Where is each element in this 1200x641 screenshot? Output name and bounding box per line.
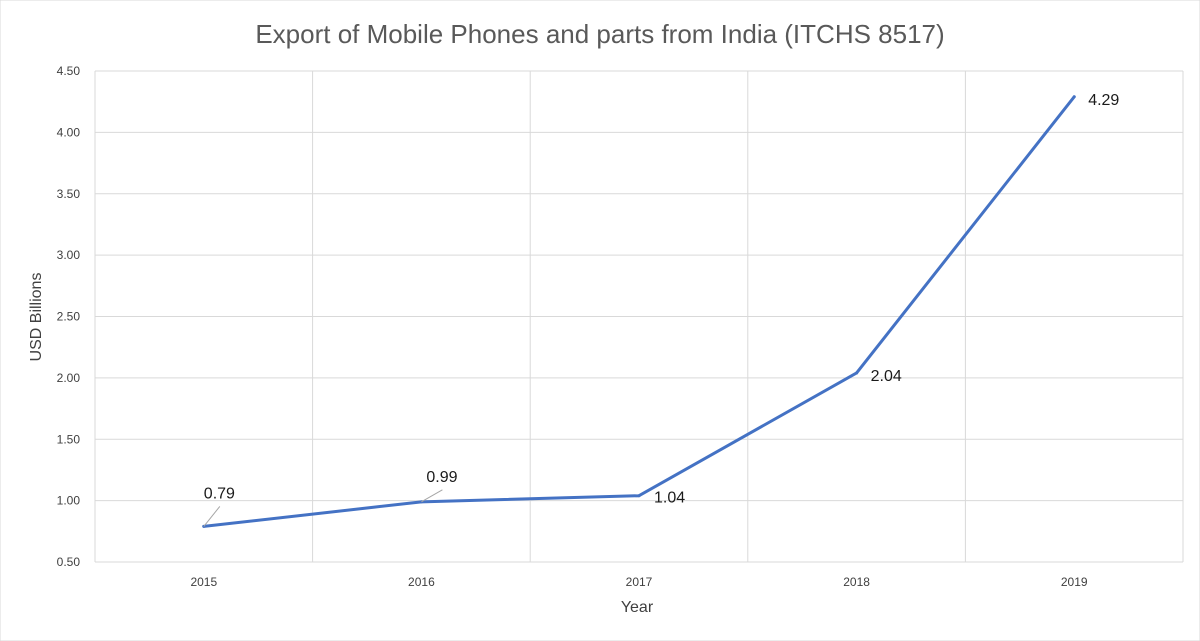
x-tick-label: 2016 [408,575,435,589]
data-label-leader [203,506,221,527]
y-axis-label: USD Billions [28,273,45,362]
y-tick-label: 1.50 [57,432,81,446]
x-tick-label: 2018 [843,575,870,589]
gridlines [94,70,1184,563]
y-tick-label: 3.50 [57,187,81,201]
x-tick-label: 2019 [1061,575,1088,589]
y-tick-label: 3.00 [57,248,81,262]
data-label: 2.04 [871,368,902,385]
data-label: 1.04 [654,490,685,507]
data-labels: 0.79 0.99 1.04 2.04 4.29 [203,92,1119,527]
y-tick-label: 1.00 [57,494,81,508]
y-axis-ticks: 0.50 1.00 1.50 2.00 2.50 3.00 3.50 4.00 4.50 [57,64,81,569]
y-tick-label: 4.50 [57,64,81,78]
data-label: 0.99 [426,469,457,486]
data-point [855,371,859,375]
x-tick-label: 2017 [626,575,653,589]
y-tick-label: 4.00 [57,125,81,139]
y-tick-label: 0.50 [57,555,81,569]
data-point [637,494,641,498]
data-label: 0.79 [204,485,235,502]
data-label: 4.29 [1088,92,1119,109]
x-axis-ticks: 2015 2016 2017 2018 2019 [190,575,1087,589]
y-tick-label: 2.00 [57,371,81,385]
chart-title: Export of Mobile Phones and parts from I… [255,19,944,49]
data-point [1072,95,1076,99]
x-axis-label: Year [621,599,654,616]
data-label-leader [421,489,443,503]
x-tick-label: 2015 [190,575,217,589]
y-tick-label: 2.50 [57,310,81,324]
